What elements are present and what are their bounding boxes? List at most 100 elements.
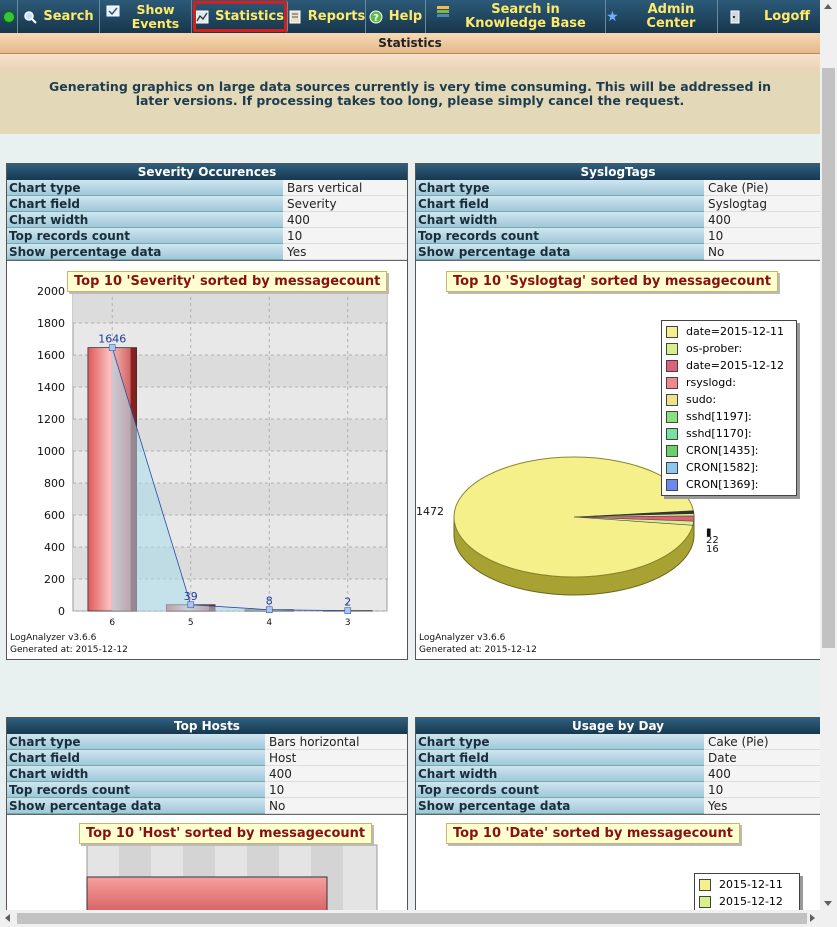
nav-search[interactable]: Search — [18, 0, 100, 33]
scroll-left-arrow-icon[interactable] — [5, 914, 10, 922]
label-top-records: Top records count — [7, 228, 283, 244]
scroll-right-arrow-icon[interactable] — [810, 914, 815, 922]
nav-knowledge-base-label: Search in Knowledge Base — [465, 1, 586, 31]
legend-swatch — [666, 478, 678, 491]
nav-help-label: Help — [388, 8, 423, 24]
legend-swatch — [699, 878, 711, 891]
value-show-percentage: Yes — [283, 244, 407, 260]
panel-title: Severity Occurences — [7, 164, 407, 180]
legend-swatch — [666, 444, 678, 457]
page-title: Statistics — [0, 33, 820, 54]
syslogtag-legend: date=2015-12-11 os-prober: date=2015-12-12… — [661, 320, 797, 496]
value-chart-field: Severity — [283, 196, 407, 212]
value-top-records: 10 — [704, 228, 820, 244]
value-chart-type: Bars horizontal — [265, 734, 407, 750]
legend-item: sudo: — [666, 391, 792, 408]
grid-band — [73, 291, 387, 323]
legend-item: CRON[1582]: — [666, 459, 792, 476]
data-label: 1646 — [98, 333, 126, 346]
nav-reports-label: Reports — [307, 8, 366, 24]
date-chart-area: Top 10 'Date' sorted by messagecount 201… — [416, 814, 820, 919]
legend-swatch — [666, 342, 678, 355]
y-tick-label: 0 — [58, 605, 65, 618]
title-strip — [0, 54, 820, 70]
data-point — [187, 601, 195, 609]
label-top-records: Top records count — [7, 782, 265, 798]
x-tick-label: 4 — [266, 618, 272, 628]
nav-logoff[interactable]: Logoff — [718, 0, 820, 33]
panel-title: SyslogTags — [416, 164, 820, 180]
nav-knowledge-base[interactable]: Search in Knowledge Base — [426, 0, 606, 33]
data-point — [265, 606, 273, 614]
y-tick-label: 2000 — [37, 285, 65, 298]
y-tick-label: 400 — [44, 541, 65, 554]
value-chart-type: Cake (Pie) — [704, 180, 820, 196]
date-chart-title: Top 10 'Date' sorted by messagecount — [446, 823, 740, 844]
value-chart-width: 400 — [265, 766, 407, 782]
label-chart-field: Chart field — [416, 750, 704, 766]
legend-label: date=2015-12-12 — [686, 359, 784, 372]
legend-swatch — [666, 393, 678, 406]
nav-show-events-label: Show Events — [131, 1, 180, 31]
y-tick-label: 1800 — [37, 317, 65, 330]
label-top-records: Top records count — [416, 228, 704, 244]
legend-label: sshd[1170]: — [686, 427, 752, 440]
hosts-chart-area: Top 10 'Host' sorted by messagecount — [7, 814, 407, 919]
value-chart-width: 400 — [704, 766, 820, 782]
legend-item: os-prober: — [666, 340, 792, 357]
label-chart-field: Chart field — [7, 750, 265, 766]
label-show-percentage: Show percentage data — [7, 244, 283, 260]
scroll-up-arrow-icon[interactable] — [824, 4, 832, 9]
data-label: 8 — [266, 595, 273, 608]
label-chart-type: Chart type — [416, 734, 704, 750]
legend-item: date=2015-12-11 — [666, 323, 792, 340]
vertical-scrollbar[interactable] — [820, 0, 837, 910]
y-tick-label: 800 — [44, 477, 65, 490]
pie-value-label: 1472 — [416, 505, 444, 518]
value-top-records: 10 — [704, 782, 820, 798]
legend-swatch — [666, 359, 678, 372]
value-chart-type: Cake (Pie) — [704, 734, 820, 750]
value-chart-width: 400 — [704, 212, 820, 228]
nav-status — [0, 0, 18, 33]
value-chart-field: Syslogtag — [704, 196, 820, 212]
panel-usage-by-day: Usage by Day Chart type Cake (Pie) Chart … — [415, 717, 821, 919]
panel-severity: Severity Occurences Chart type Bars verti… — [6, 163, 408, 660]
nav-show-events[interactable]: Show Events — [100, 0, 192, 33]
label-chart-type: Chart type — [7, 734, 265, 750]
nav-help[interactable]: ? Help — [366, 0, 426, 33]
panel-syslogtags: SyslogTags Chart type Cake (Pie) Chart fi… — [415, 163, 821, 660]
trend-area — [112, 347, 348, 611]
pie-slice — [574, 510, 694, 517]
chart-footer-generated: Generated at: 2015-12-12 — [419, 645, 537, 655]
scroll-down-arrow-icon[interactable] — [824, 901, 832, 906]
nav-statistics[interactable]: Statistics — [192, 0, 288, 33]
label-chart-width: Chart width — [7, 212, 283, 228]
hosts-chart-title: Top 10 'Host' sorted by messagecount — [79, 823, 373, 844]
y-tick-label: 200 — [44, 573, 65, 586]
vertical-scroll-thumb[interactable] — [822, 68, 835, 648]
legend-swatch — [666, 461, 678, 474]
legend-item: sshd[1170]: — [666, 425, 792, 442]
data-label: 2 — [344, 596, 351, 609]
label-chart-type: Chart type — [7, 180, 283, 196]
value-chart-width: 400 — [283, 212, 407, 228]
pie-value-label-marker: ▮ — [706, 527, 712, 538]
legend-swatch — [699, 895, 711, 908]
notice-message: Generating graphics on large data source… — [0, 70, 820, 134]
nav-reports[interactable]: Reports — [288, 0, 366, 33]
horizontal-scroll-thumb[interactable] — [17, 913, 807, 924]
legend-label: CRON[1582]: — [686, 461, 759, 474]
nav-admin-center[interactable]: ★ Admin Center — [606, 0, 718, 33]
legend-swatch — [666, 410, 678, 423]
syslogtag-chart-title: Top 10 'Syslogtag' sorted by messagecoun… — [446, 271, 778, 292]
legend-swatch — [666, 325, 678, 338]
legend-item: 2015-12-11 — [699, 876, 795, 893]
nav-search-label: Search — [43, 8, 94, 24]
horizontal-scrollbar[interactable] — [0, 910, 837, 927]
value-chart-field: Date — [704, 750, 820, 766]
help-icon: ? — [369, 10, 383, 24]
label-chart-width: Chart width — [7, 766, 265, 782]
pie-slice — [573, 515, 695, 522]
green-dot-icon — [2, 10, 15, 23]
